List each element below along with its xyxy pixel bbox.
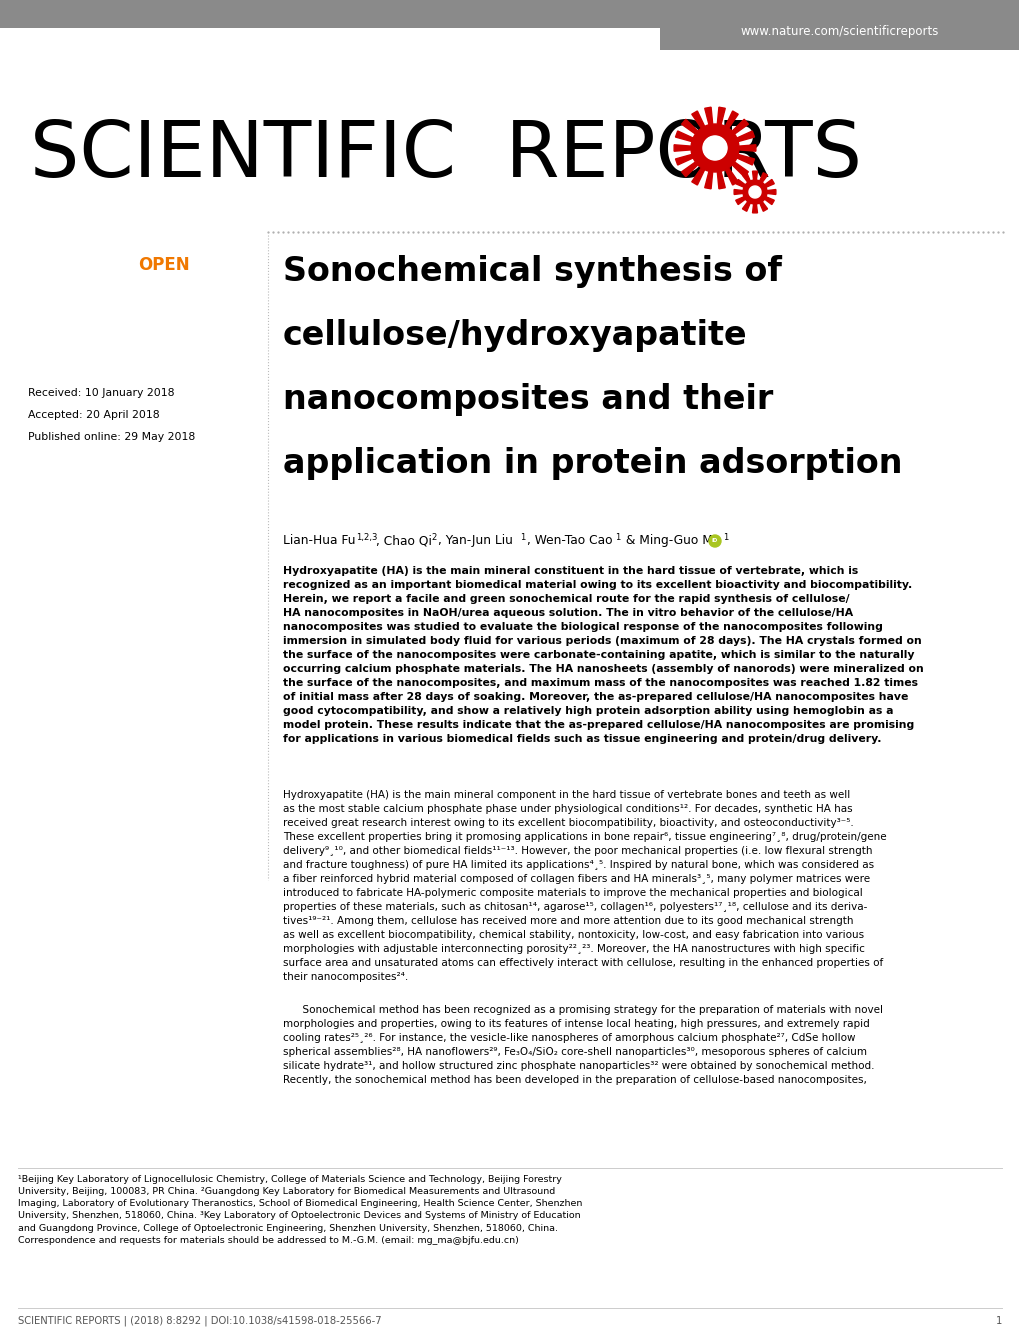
Text: & Ming-Guo Ma: & Ming-Guo Ma — [622, 535, 719, 547]
Text: Hydroxyapatite (HA) is the main mineral component in the hard tissue of vertebra: Hydroxyapatite (HA) is the main mineral … — [282, 791, 886, 982]
Text: Sonochemical method has been recognized as a promising strategy for the preparat: Sonochemical method has been recognized … — [282, 1005, 882, 1085]
Text: nanocomposites and their: nanocomposites and their — [282, 383, 772, 415]
Bar — [659, 0, 1019, 50]
Polygon shape — [702, 135, 727, 159]
Text: SCIENTIFIC REPORTS | (2018) 8:8292 | DOI:10.1038/s41598-018-25566-7: SCIENTIFIC REPORTS | (2018) 8:8292 | DOI… — [18, 1316, 381, 1327]
Text: 1: 1 — [520, 533, 525, 541]
Text: 1: 1 — [995, 1316, 1001, 1327]
Text: 2: 2 — [431, 533, 436, 541]
Text: , Yan-Jun Liu: , Yan-Jun Liu — [437, 535, 513, 547]
Text: Published online: 29 May 2018: Published online: 29 May 2018 — [28, 431, 195, 442]
Text: OPEN: OPEN — [139, 256, 190, 273]
Circle shape — [703, 137, 726, 159]
Text: ¹Beijing Key Laboratory of Lignocellulosic Chemistry, College of Materials Scien: ¹Beijing Key Laboratory of Lignocellulos… — [18, 1175, 582, 1245]
Text: 1,2,3: 1,2,3 — [356, 533, 377, 541]
Bar — [0, 0, 1019, 28]
Text: , Wen-Tao Cao: , Wen-Tao Cao — [527, 535, 612, 547]
Polygon shape — [674, 107, 755, 189]
Text: Lian-Hua Fu: Lian-Hua Fu — [282, 535, 356, 547]
Text: application in protein adsorption: application in protein adsorption — [282, 448, 902, 480]
Polygon shape — [748, 186, 760, 198]
Text: Sonochemical synthesis of: Sonochemical synthesis of — [282, 255, 782, 288]
Text: Hydroxyapatite (HA) is the main mineral constituent in the hard tissue of verteb: Hydroxyapatite (HA) is the main mineral … — [282, 565, 923, 744]
Text: iD: iD — [711, 539, 717, 544]
Polygon shape — [734, 172, 775, 213]
Text: Received: 10 January 2018: Received: 10 January 2018 — [28, 389, 174, 398]
Text: Accepted: 20 April 2018: Accepted: 20 April 2018 — [28, 410, 159, 419]
Text: 1: 1 — [722, 533, 728, 541]
Text: SCIENTIFIC  REPORTS: SCIENTIFIC REPORTS — [30, 117, 861, 193]
Text: , Chao Qi: , Chao Qi — [376, 535, 431, 547]
Text: cellulose/hydroxyapatite: cellulose/hydroxyapatite — [282, 319, 747, 352]
Circle shape — [708, 535, 720, 547]
Text: www.nature.com/scientificreports: www.nature.com/scientificreports — [740, 24, 938, 38]
Text: 1: 1 — [614, 533, 620, 541]
